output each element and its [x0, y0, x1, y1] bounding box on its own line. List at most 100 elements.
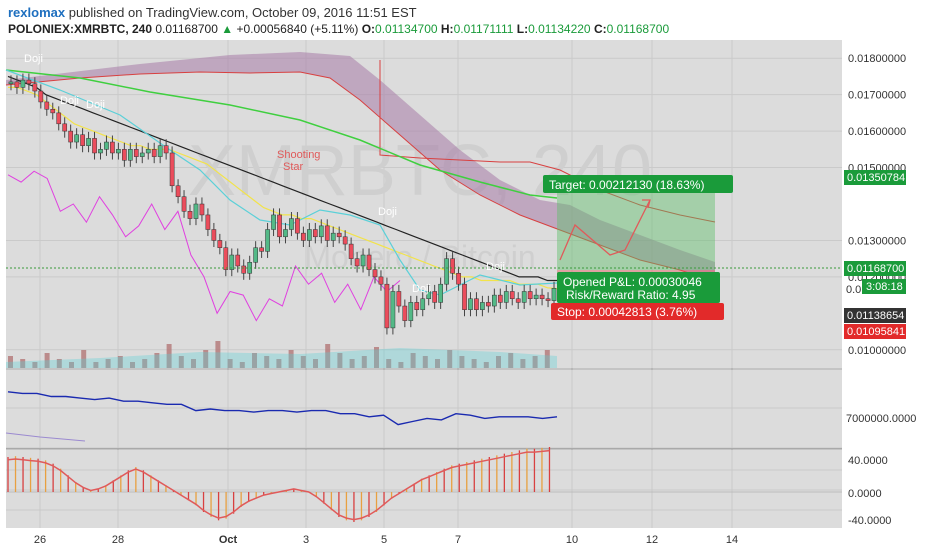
- volume-bar: [398, 362, 404, 368]
- price-tick-label: 0.01000000: [848, 345, 906, 357]
- candle-body: [408, 302, 414, 321]
- candle-body: [44, 101, 50, 110]
- annotation-doji: Doji: [486, 261, 505, 273]
- stop-label: Stop: 0.00042813 (3.76%): [557, 305, 697, 319]
- target-zone: [557, 182, 715, 270]
- candle-body: [151, 149, 157, 157]
- volume-bar: [471, 359, 477, 368]
- candle-body: [295, 218, 300, 234]
- projection-path: [559, 199, 651, 261]
- target-price-text: 0.01350784: [847, 172, 905, 184]
- entry-price-text: 0.01138654: [847, 310, 904, 322]
- volume-bar: [81, 350, 87, 368]
- candle-body: [277, 214, 282, 238]
- candle-body: [56, 112, 62, 125]
- volume-bar: [105, 359, 111, 368]
- volume-bar: [117, 356, 123, 368]
- macd-tick-label: -40.0000: [848, 515, 891, 527]
- price-tick-label: 0.01600000: [848, 126, 906, 138]
- annotation-doji: Doji: [60, 95, 79, 107]
- pnl-label: Opened P&L: 0.00030046: [563, 275, 702, 289]
- macd-pane[interactable]: [6, 450, 842, 528]
- volume-bar: [520, 359, 526, 368]
- candle-body: [420, 298, 426, 310]
- candle-body: [181, 196, 187, 212]
- candle-body: [145, 149, 151, 154]
- volume-bar: [154, 353, 160, 368]
- candle-body: [301, 232, 306, 241]
- candle-body: [283, 229, 288, 238]
- candle-body: [271, 214, 276, 230]
- candle-body: [175, 185, 181, 197]
- volume-bar: [532, 356, 538, 368]
- candle-body: [211, 229, 217, 241]
- candle-body: [509, 291, 515, 300]
- candle-body: [223, 247, 229, 270]
- candle-body: [468, 298, 473, 310]
- candle-body: [366, 254, 372, 270]
- candle-body: [384, 283, 390, 329]
- publisher-name[interactable]: rexlomax: [8, 5, 66, 20]
- ema-mid-line: [5, 69, 558, 296]
- candle-body: [116, 149, 121, 154]
- lagging-span-line: [7, 170, 401, 322]
- price-axis-badges: 0.01350784 0.01168700 0.0 3:08:18 0.0113…: [844, 170, 906, 339]
- stop-price-text: 0.01095841: [847, 326, 905, 338]
- volume-bar: [496, 356, 501, 368]
- volume-bar: [422, 356, 428, 368]
- candlestick-series[interactable]: [8, 73, 557, 335]
- obv-tick-label: 7000000.0000: [846, 413, 916, 425]
- target-price-badge: [844, 170, 906, 185]
- time-tick-label: Oct: [219, 534, 238, 546]
- current-price-badge: [844, 261, 906, 276]
- candle-body: [8, 81, 14, 84]
- candle-body: [187, 211, 193, 219]
- price-tick-label: 0.01300000: [848, 235, 906, 247]
- candle-body: [32, 83, 38, 92]
- candle-body: [14, 81, 20, 88]
- volume-bars: [8, 341, 550, 368]
- candle-body: [486, 302, 491, 307]
- volume-bar: [166, 344, 172, 368]
- candle-body: [545, 298, 551, 301]
- volume-bar: [435, 359, 440, 368]
- candle-body: [432, 291, 438, 303]
- candle-body: [539, 294, 545, 300]
- candle-body: [68, 130, 73, 143]
- candle-body: [438, 283, 443, 303]
- ema-fast-line: [8, 86, 558, 290]
- volume-ma-area: [6, 348, 557, 368]
- candle-body: [127, 149, 133, 161]
- annotation-shooting: Shooting: [277, 149, 320, 161]
- volume-bar: [93, 362, 99, 368]
- open-value: 0.01134700: [375, 22, 438, 36]
- volume-bar: [447, 350, 453, 368]
- candle-body: [551, 288, 557, 301]
- time-axis[interactable]: [0, 528, 932, 550]
- ma-green-line: [5, 69, 558, 199]
- target-label-box: [543, 175, 733, 193]
- volume-bar: [69, 362, 74, 368]
- stop-price-badge: [844, 324, 906, 339]
- symbol-name: POLONIEX:XMRBTC, 240: [8, 22, 153, 36]
- time-tick-label: 5: [381, 534, 387, 546]
- stop-label-box: [551, 303, 724, 320]
- candle-body: [110, 141, 115, 154]
- candle-body: [217, 240, 223, 248]
- countdown-text: 3:08:18: [866, 281, 903, 293]
- candle-body: [38, 90, 44, 103]
- partial-price-text: 0.0: [846, 284, 861, 296]
- candle-body: [426, 291, 432, 300]
- price-change: +0.00056840 (+5.11%): [236, 22, 359, 36]
- obv-ma-line: [5, 432, 86, 442]
- entry-price-badge: [844, 308, 906, 323]
- obv-pane[interactable]: [6, 370, 842, 448]
- candle-body: [241, 265, 247, 274]
- candle-body: [139, 152, 145, 157]
- candle-body: [414, 302, 420, 310]
- volume-bar: [56, 359, 62, 368]
- macd-tick-label: 0.0000: [848, 488, 882, 500]
- close-value: 0.01168700: [606, 22, 670, 36]
